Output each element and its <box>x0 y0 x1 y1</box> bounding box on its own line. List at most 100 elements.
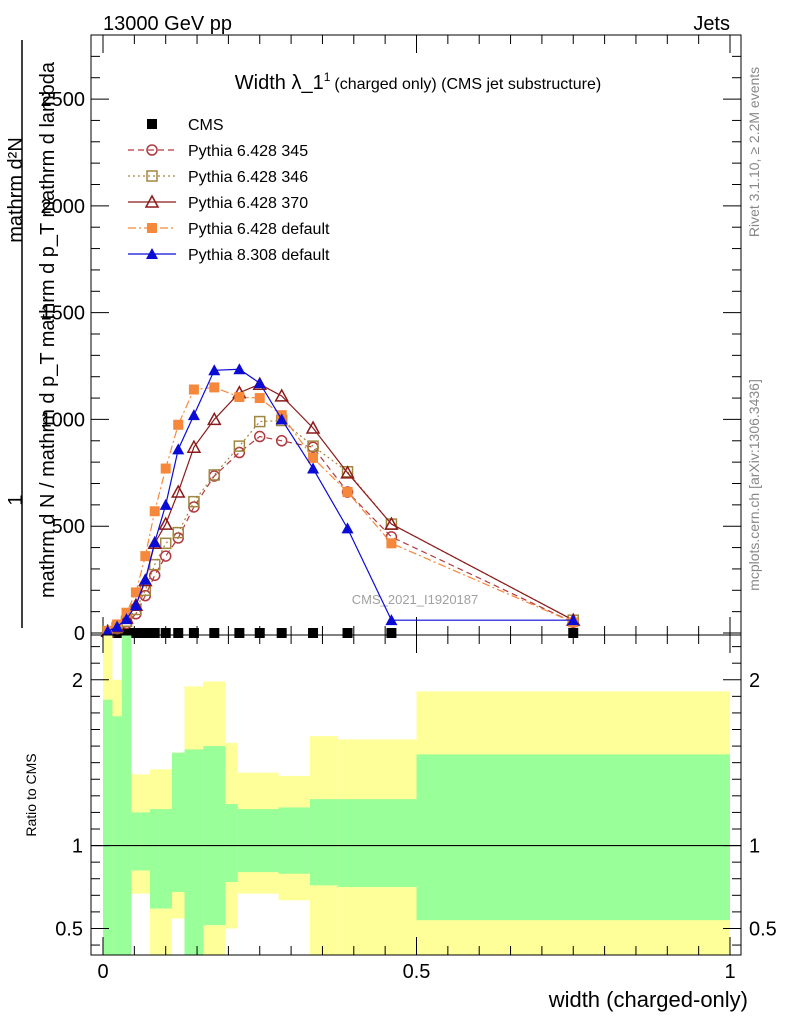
ratio-frame <box>90 634 742 956</box>
data-point <box>307 440 319 452</box>
data-point <box>111 620 124 632</box>
chart-title-line: Width λ_11 (charged only) (CMS jet substr… <box>235 70 601 94</box>
data-point <box>186 439 202 453</box>
data-point <box>233 440 246 452</box>
data-point <box>308 452 319 463</box>
data-point <box>567 614 580 626</box>
data-point <box>121 607 132 618</box>
data-point <box>340 465 355 479</box>
legend-label: Pythia 6.428 default <box>188 221 330 238</box>
green-band <box>237 809 254 873</box>
data-point <box>233 363 246 375</box>
xaxis-label: width (charged-only) <box>548 987 748 1012</box>
energy-label: 13000 GeV pp <box>103 13 232 35</box>
green-band <box>159 809 172 909</box>
rivet-label: Rivet 3.1.10, ≥ 2.2M events <box>746 67 762 237</box>
main-axes: 0 500 1000 1500 2000 2500 <box>41 34 741 645</box>
series-0 <box>102 628 579 638</box>
green-band <box>131 812 141 871</box>
y-tick-label: 2500 <box>41 89 86 111</box>
ratio-y-tick-label-right: 1 <box>749 836 760 858</box>
green-band <box>253 809 279 873</box>
data-point <box>254 393 265 404</box>
chart-subtitle: (charged only) (CMS jet substructure) <box>334 76 601 93</box>
ylabel-line: mathrm d²N <box>5 137 27 243</box>
chart-title: Width λ_1 <box>235 72 324 94</box>
data-point <box>188 384 199 395</box>
data-point <box>130 587 141 598</box>
data-point <box>209 628 220 638</box>
data-point <box>172 443 185 455</box>
x-tick-label: 1 <box>724 961 735 983</box>
green-band <box>203 746 226 926</box>
ratio-axes: 0.5 0.5 1 1 2 2 0 0.5 1 <box>55 635 777 983</box>
series-1 <box>101 430 579 638</box>
data-point <box>148 536 161 548</box>
data-point <box>234 628 245 638</box>
data-point <box>207 411 222 426</box>
data-point <box>234 392 245 403</box>
data-point <box>385 614 398 626</box>
data-point <box>101 625 114 637</box>
data-point <box>254 628 265 638</box>
y-tick-label: 2000 <box>41 196 86 218</box>
data-point <box>342 628 353 638</box>
green-band <box>150 809 160 909</box>
data-point <box>170 484 186 498</box>
chart-title-sup: 1 <box>324 70 331 84</box>
green-band <box>338 799 417 888</box>
y-tick-label: 1500 <box>41 303 86 325</box>
y-tick-label: 0 <box>74 623 85 645</box>
main-panel: 0 500 1000 1500 2000 2500 <box>41 34 742 645</box>
ratio-ylabel: Ratio to CMS <box>23 753 39 836</box>
data-point <box>275 435 288 447</box>
data-point <box>188 495 200 508</box>
data-point <box>159 550 172 562</box>
green-band <box>112 716 122 955</box>
legend-marker <box>144 194 160 208</box>
legend-label: Pythia 8.308 default <box>188 247 330 264</box>
green-band <box>121 635 132 955</box>
data-point <box>140 551 151 562</box>
series-5 <box>101 363 580 637</box>
data-point <box>140 628 151 638</box>
green-band <box>278 807 310 874</box>
data-point <box>187 409 200 421</box>
data-point <box>384 516 399 530</box>
ratio-y-tick-label-right: 2 <box>749 670 760 692</box>
data-point <box>386 628 397 638</box>
data-point <box>254 430 266 443</box>
data-point <box>274 388 289 402</box>
data-point <box>129 599 142 611</box>
green-band <box>184 749 204 955</box>
legend-marker <box>146 170 158 182</box>
series-line <box>107 419 574 633</box>
ratio-y-tick-label: 2 <box>72 670 83 692</box>
green-band <box>103 699 113 955</box>
data-point <box>307 462 320 474</box>
legend-label: CMS <box>188 117 224 134</box>
series-3 <box>100 376 581 638</box>
data-point <box>341 522 354 534</box>
legend: CMS Pythia 6.428 345 Pythia 6.428 346 Pythi… <box>128 117 330 264</box>
mcplots-label: mcplots.cern.ch [arXiv:1306.3436] <box>746 379 762 591</box>
data-point <box>208 364 221 376</box>
ylabel-line: 1 <box>5 494 27 505</box>
green-band <box>140 812 151 871</box>
data-point <box>120 613 133 625</box>
data-point <box>173 628 184 638</box>
data-point <box>188 628 199 638</box>
data-point <box>275 413 288 425</box>
x-tick-label: 0 <box>97 961 108 983</box>
legend-marker <box>146 248 158 259</box>
data-point <box>173 419 184 430</box>
legend-label: Pythia 6.428 370 <box>188 195 308 212</box>
legend-label: Pythia 6.428 345 <box>188 143 308 160</box>
data-point <box>139 573 152 585</box>
series-4 <box>102 382 579 636</box>
y-tick-label: 500 <box>52 516 85 538</box>
data-point <box>149 628 160 638</box>
main-series <box>100 363 581 638</box>
legend-marker <box>147 223 157 233</box>
data-point <box>305 420 321 434</box>
